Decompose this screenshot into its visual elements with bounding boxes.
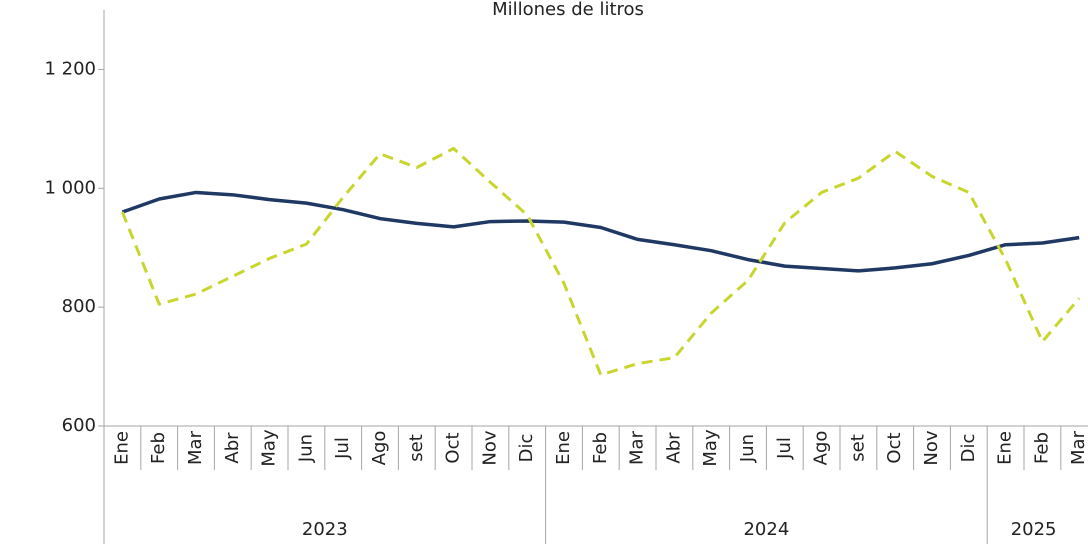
x-tick-label: Jul (774, 437, 795, 460)
series-line (121, 146, 1081, 377)
x-tick-label: Abr (663, 432, 684, 464)
x-tick-label: Mar (627, 430, 648, 465)
x-group-label: 2024 (743, 519, 789, 540)
x-tick-label: Ago (811, 431, 832, 466)
y-tick-label: 1 000 (44, 177, 96, 198)
x-tick-label: Jun (295, 434, 316, 463)
x-tick-label: Feb (590, 432, 611, 464)
x-tick-label: Jul (332, 437, 353, 460)
x-tick-label: set (847, 434, 868, 462)
x-tick-label: Mar (1068, 430, 1088, 465)
x-tick-label: Ene (111, 431, 132, 465)
x-tick-label: set (406, 434, 427, 462)
x-group-label: 2023 (302, 519, 348, 540)
x-tick-label: Abr (222, 432, 243, 464)
x-tick-label: Ene (995, 431, 1016, 465)
chart-title: Millones de litros (492, 0, 644, 20)
x-group-label: 2025 (1011, 519, 1057, 540)
x-tick-label: Dic (958, 434, 979, 463)
y-tick-label: 1 200 (44, 58, 96, 79)
x-tick-label: Jun (737, 434, 758, 463)
y-tick-label: 800 (62, 296, 96, 317)
series-line (121, 190, 1080, 273)
x-tick-label: Oct (884, 432, 905, 463)
x-tick-label: Nov (479, 430, 500, 465)
x-tick-label: Nov (921, 430, 942, 465)
x-tick-label: Oct (443, 432, 464, 463)
x-tick-label: Dic (516, 434, 537, 463)
x-tick-label: May (700, 429, 721, 467)
x-tick-label: May (259, 429, 280, 467)
x-tick-label: Ago (369, 431, 390, 466)
x-tick-label: Ene (553, 431, 574, 465)
x-tick-label: Feb (1031, 432, 1052, 464)
y-tick-label: 600 (62, 415, 96, 436)
x-tick-label: Mar (185, 430, 206, 465)
x-tick-label: Feb (148, 432, 169, 464)
